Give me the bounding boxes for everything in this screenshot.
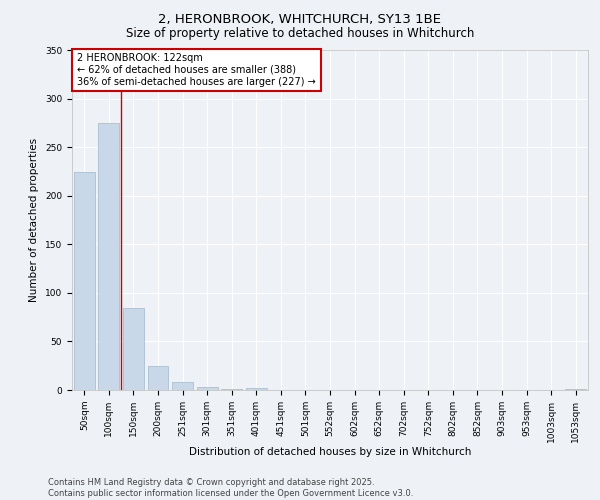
Y-axis label: Number of detached properties: Number of detached properties [29, 138, 40, 302]
Bar [221, 389, 242, 390]
Bar [74, 172, 95, 390]
Bar [98, 123, 119, 390]
Text: 2 HERONBROOK: 122sqm
← 62% of detached houses are smaller (388)
36% of semi-deta: 2 HERONBROOK: 122sqm ← 62% of detached h… [77, 54, 316, 86]
Text: Size of property relative to detached houses in Whitchurch: Size of property relative to detached ho… [126, 28, 474, 40]
Text: Contains HM Land Registry data © Crown copyright and database right 2025.
Contai: Contains HM Land Registry data © Crown c… [48, 478, 413, 498]
X-axis label: Distribution of detached houses by size in Whitchurch: Distribution of detached houses by size … [189, 448, 471, 458]
Bar [246, 388, 267, 390]
Bar [123, 308, 144, 390]
Bar [565, 389, 586, 390]
Bar [172, 382, 193, 390]
Bar [148, 366, 169, 390]
Text: 2, HERONBROOK, WHITCHURCH, SY13 1BE: 2, HERONBROOK, WHITCHURCH, SY13 1BE [158, 12, 442, 26]
Bar [197, 387, 218, 390]
